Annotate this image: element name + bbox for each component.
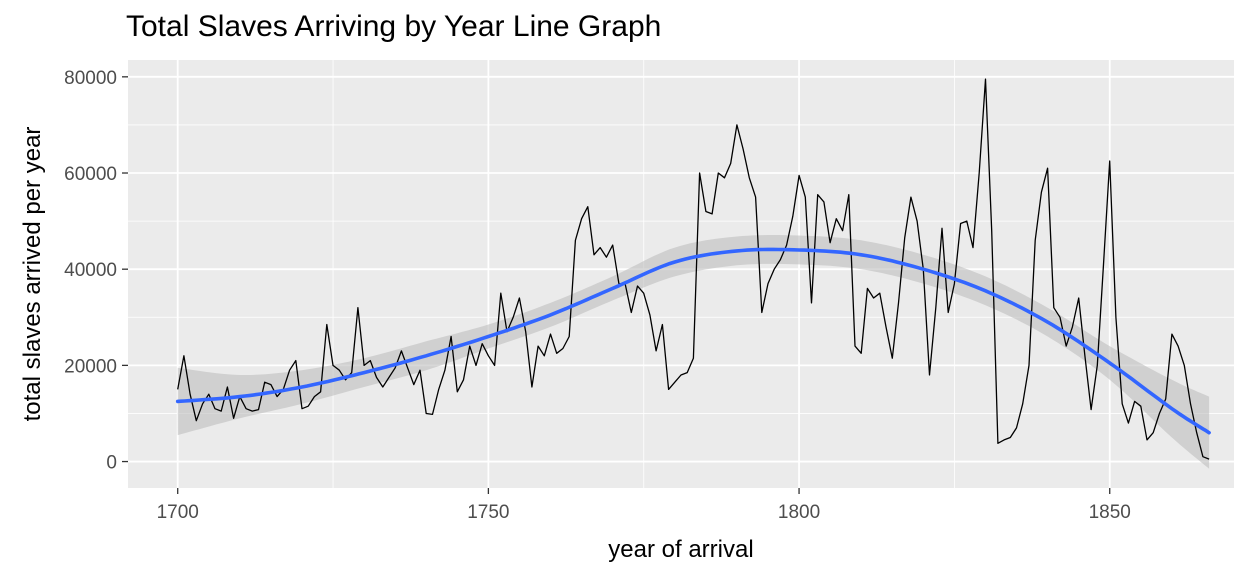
y-tick-label: 40000 <box>64 260 117 281</box>
y-tick-label: 80000 <box>64 68 117 89</box>
x-tick-label: 1800 <box>778 502 820 523</box>
x-axis-title: year of arrival <box>608 536 753 563</box>
y-tick-label: 60000 <box>64 164 117 185</box>
chart-title: Total Slaves Arriving by Year Line Graph <box>126 10 662 43</box>
y-axis-title: total slaves arrived per year <box>19 127 46 422</box>
y-tick-label: 0 <box>106 453 117 474</box>
y-tick-label: 20000 <box>64 356 117 377</box>
x-tick-label: 1850 <box>1089 502 1131 523</box>
x-axis-ticks: 1700 1750 1800 1850 <box>157 488 1131 523</box>
smoothed-trend-line <box>175 247 1211 435</box>
x-tick-label: 1750 <box>467 502 509 523</box>
x-tick-label: 1700 <box>157 502 199 523</box>
y-axis-ticks: 0 20000 40000 60000 80000 <box>64 68 128 474</box>
